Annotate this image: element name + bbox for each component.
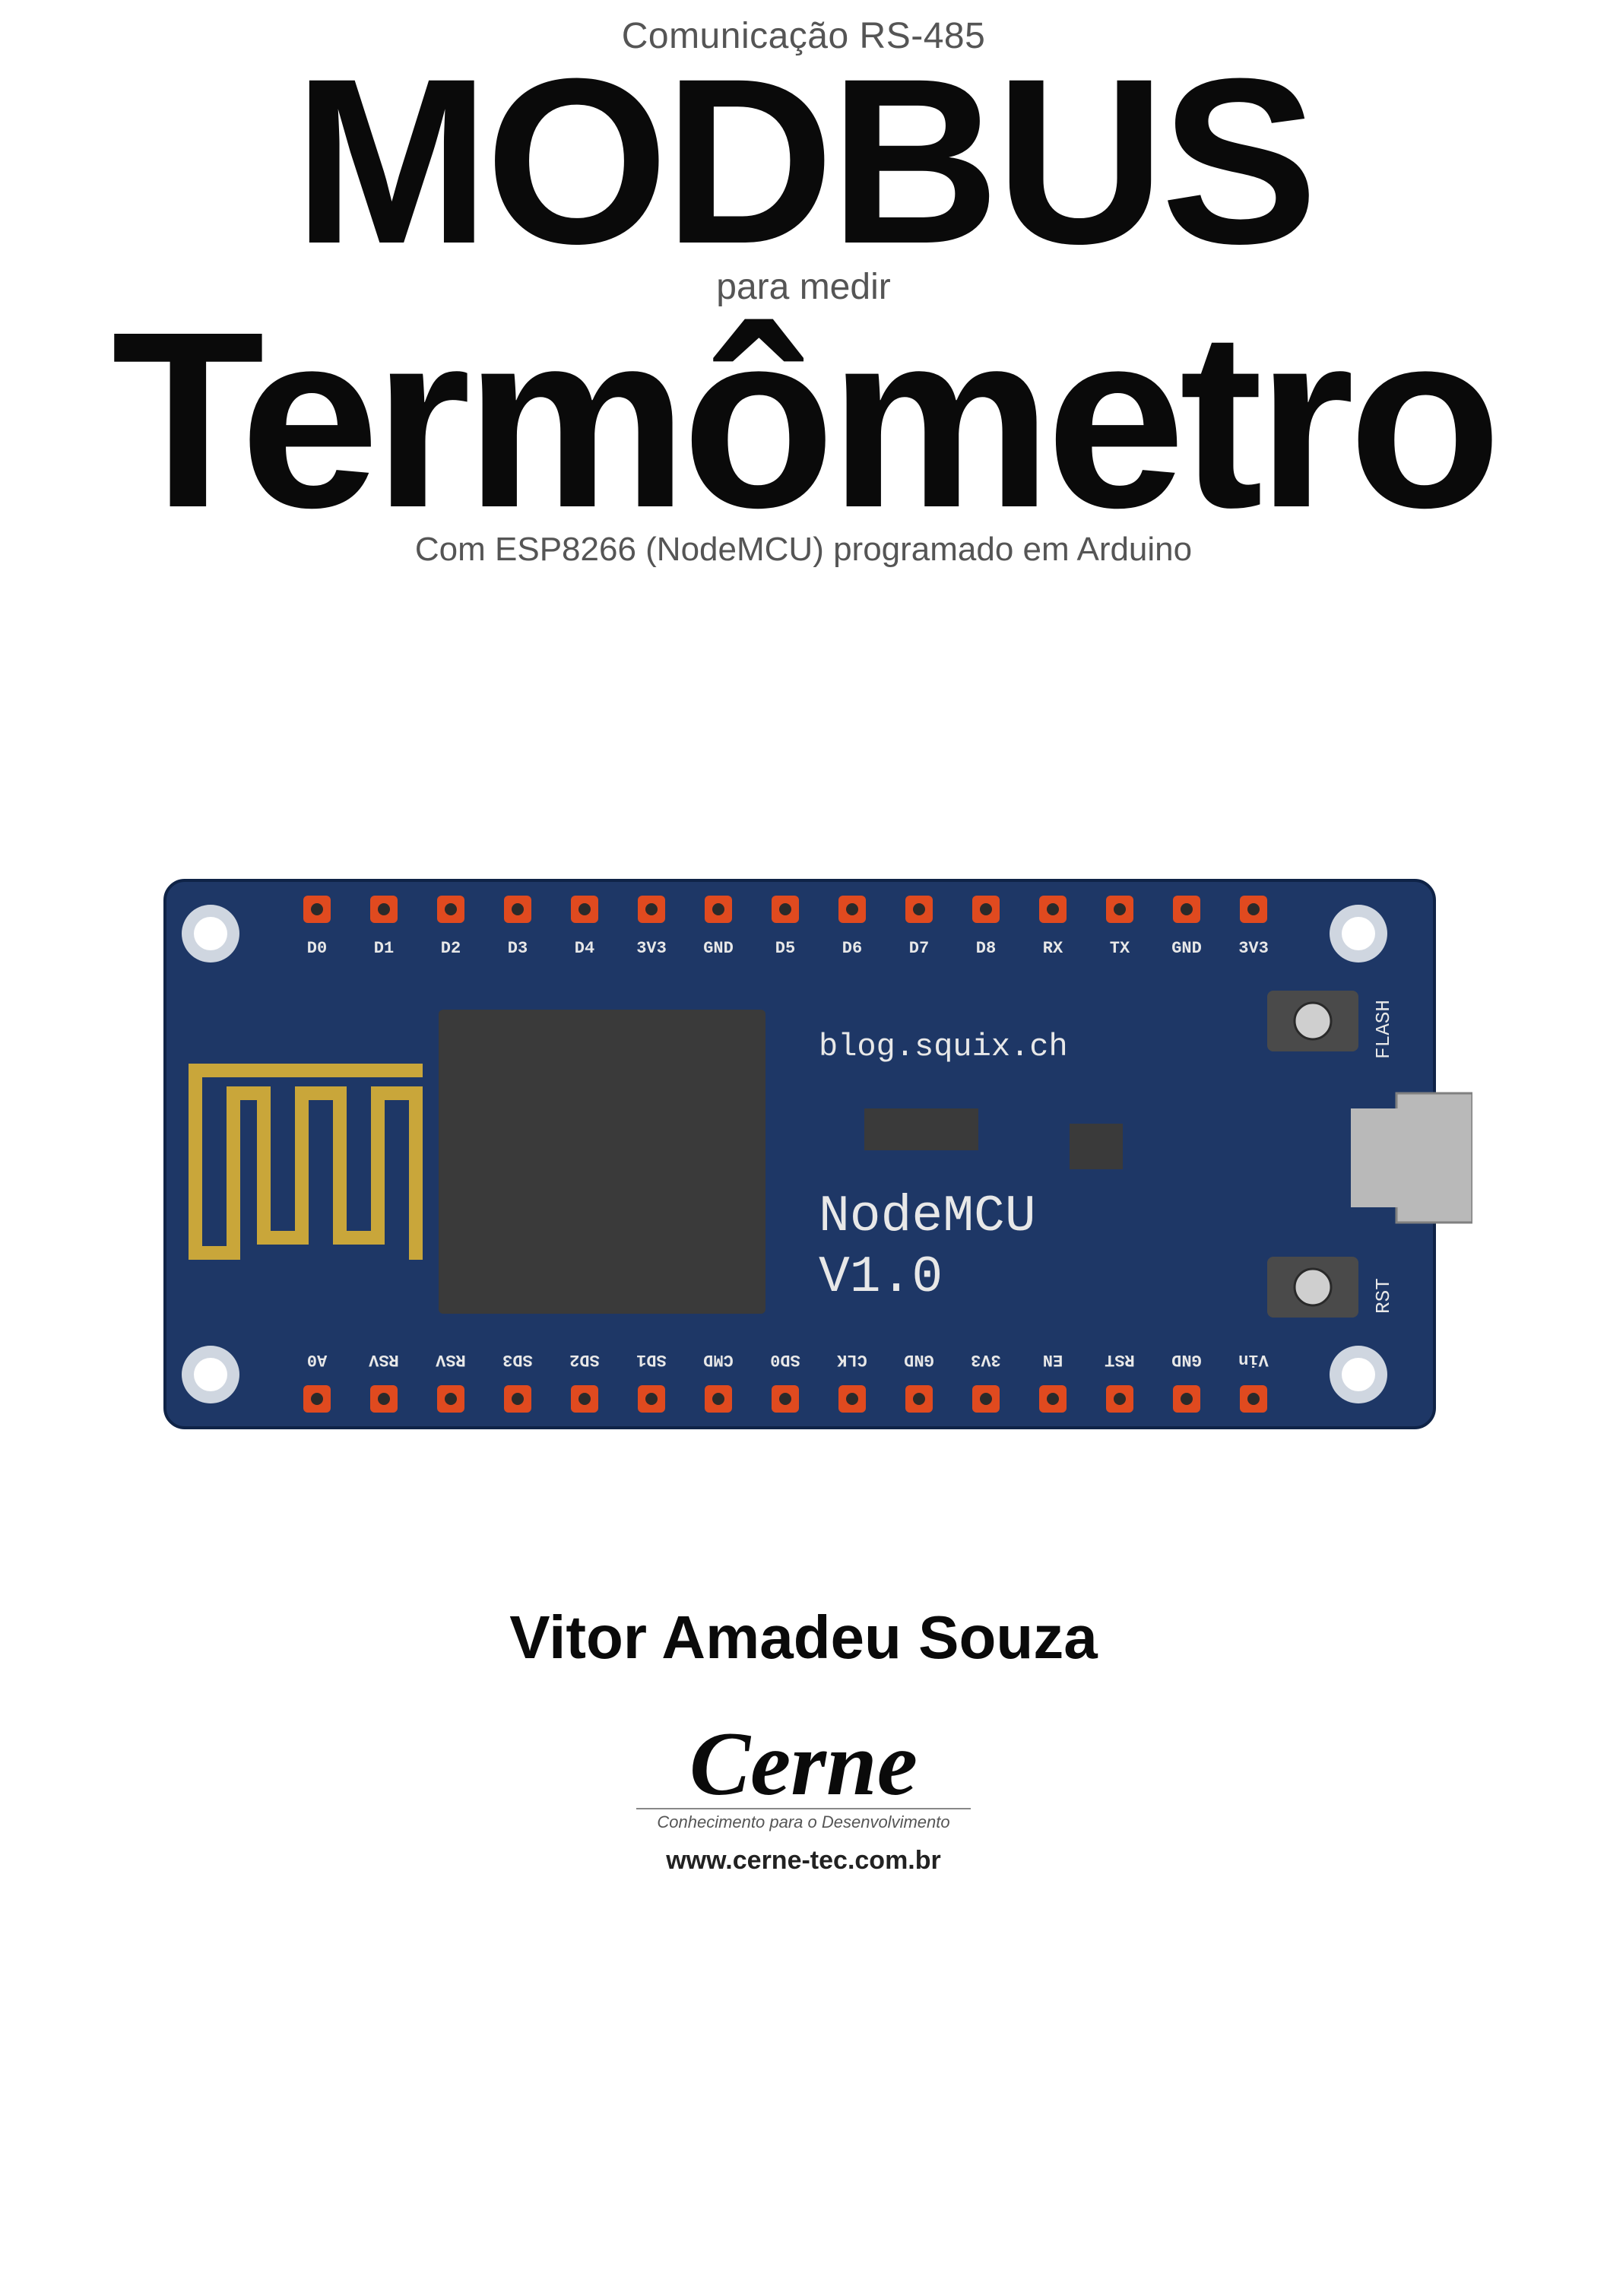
svg-text:D1: D1 [374,939,394,958]
svg-text:3V3: 3V3 [1238,939,1269,958]
nodemcu-board-illustration: D0 A0 D1 RSV D2 RSV D3 SD3 D4 SD2 3V3 SD1 GND CMD D5 SD… [0,858,1607,1451]
svg-text:D8: D8 [976,939,996,958]
svg-text:SD1: SD1 [636,1350,667,1369]
svg-text:V1.0: V1.0 [819,1248,943,1307]
svg-text:blog.squix.ch: blog.squix.ch [819,1029,1068,1065]
svg-text:CMD: CMD [703,1350,734,1369]
svg-text:GND: GND [703,939,734,958]
publisher-logo: Cerne Conhecimento para o Desenvolviment… [0,1718,1607,1876]
svg-text:3V3: 3V3 [971,1350,1001,1369]
book-cover-page: Comunicação RS-485 MODBUS para medir Ter… [0,15,1607,2296]
svg-text:SD3: SD3 [502,1350,533,1369]
svg-text:RSV: RSV [435,1350,465,1369]
publisher-name: Cerne [689,1718,918,1809]
svg-text:D0: D0 [307,939,327,958]
svg-text:GND: GND [904,1350,934,1369]
svg-text:Vin: Vin [1238,1350,1269,1369]
svg-text:GND: GND [1171,939,1202,958]
svg-text:RX: RX [1043,939,1063,958]
svg-text:D2: D2 [441,939,461,958]
title-modbus: MODBUS [0,49,1607,274]
svg-text:CLK: CLK [836,1350,867,1369]
svg-text:RSV: RSV [368,1350,398,1369]
svg-text:GND: GND [1171,1350,1202,1369]
nodemcu-svg: D0 A0 D1 RSV D2 RSV D3 SD3 D4 SD2 3V3 SD1 GND CMD D5 SD… [135,858,1472,1451]
publisher-tagline: Conhecimento para o Desenvolvimento [636,1808,971,1832]
svg-text:SD0: SD0 [770,1350,800,1369]
svg-text:TX: TX [1110,939,1130,958]
svg-text:EN: EN [1043,1350,1063,1369]
svg-text:FLASH: FLASH [1372,1000,1395,1059]
svg-text:RST: RST [1105,1350,1135,1369]
svg-text:D3: D3 [508,939,528,958]
svg-text:A0: A0 [307,1350,327,1369]
svg-text:D5: D5 [775,939,795,958]
svg-text:D7: D7 [909,939,929,958]
svg-text:RST: RST [1372,1278,1395,1314]
author-name: Vitor Amadeu Souza [0,1603,1607,1673]
svg-text:SD2: SD2 [569,1350,600,1369]
svg-text:D6: D6 [842,939,862,958]
publisher-url: www.cerne-tec.com.br [666,1846,941,1876]
title-termometro: Termômetro [0,300,1607,539]
svg-text:3V3: 3V3 [636,939,667,958]
svg-text:NodeMCU: NodeMCU [819,1188,1036,1246]
svg-text:D4: D4 [575,939,594,958]
